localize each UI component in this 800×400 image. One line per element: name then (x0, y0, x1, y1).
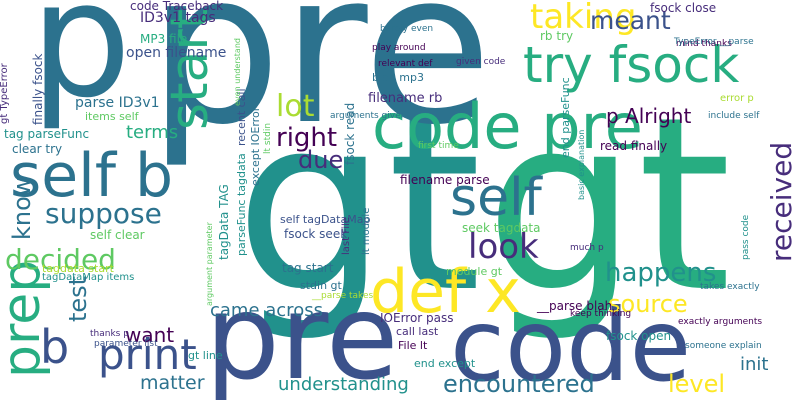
cloud-word: taking (530, 0, 637, 37)
cloud-word: read finally (600, 139, 668, 153)
cloud-word: suppose (45, 197, 162, 230)
cloud-word: received (765, 141, 798, 262)
cloud-word: fsock seek (284, 227, 348, 241)
cloud-word: fsock open (606, 329, 672, 343)
cloud-word: items self (85, 110, 139, 123)
cloud-word: decided (5, 243, 116, 276)
cloud-word: except IOError (249, 106, 262, 186)
cloud-word: pre (205, 268, 399, 400)
cloud-word: argument parameter (205, 222, 214, 306)
cloud-word: MP3 file (140, 32, 188, 46)
cloud-word: due (298, 146, 344, 174)
cloud-word: finally fsock (31, 53, 45, 125)
cloud-word: exactly arguments (678, 317, 763, 327)
cloud-word: pre (148, 0, 493, 171)
cloud-word: clear try (12, 142, 63, 156)
cloud-word: know (8, 176, 36, 240)
cloud-word: lot (276, 89, 315, 124)
cloud-word: p Alright (606, 104, 692, 128)
cloud-word: error p (720, 93, 754, 104)
cloud-word: seek tagdata (462, 221, 541, 235)
cloud-word: try fsock (523, 36, 740, 94)
cloud-word: stdin gt (300, 279, 342, 292)
cloud-word: takes exactly (700, 282, 760, 292)
cloud-word: right (276, 123, 338, 153)
cloud-word: code (450, 287, 692, 400)
cloud-word: end except (414, 357, 476, 370)
cloud-word: meant (590, 6, 671, 35)
cloud-word: terms (126, 122, 179, 143)
cloud-word: level (668, 370, 726, 398)
cloud-word: b (40, 320, 70, 374)
cloud-word: barely even (380, 24, 434, 34)
cloud-word: module gt (446, 265, 503, 278)
cloud-word: tagData TAG (217, 184, 231, 260)
cloud-word: self (450, 168, 542, 228)
cloud-word: open filename (126, 45, 227, 61)
cloud-word: fsock close (650, 1, 717, 15)
cloud-word: parameter list (94, 339, 158, 349)
cloud-word: mind thanks (676, 39, 732, 49)
cloud-word: thanks p (90, 329, 129, 339)
cloud-word: gt line (188, 349, 223, 362)
cloud-word: source (608, 290, 688, 318)
cloud-word: keep thinking (570, 309, 632, 319)
cloud-word: init (740, 354, 769, 375)
cloud-word: parseFunc tagdata (235, 153, 248, 256)
cloud-word: self tagDataMap (280, 213, 371, 226)
cloud-word: lt stdin (263, 122, 273, 154)
cloud-word: end parseFunc (559, 77, 572, 158)
cloud-word: print (98, 330, 197, 379)
cloud-word: came across (210, 300, 323, 321)
cloud-word: File lt (398, 339, 428, 352)
cloud-word: self clear (90, 228, 145, 242)
cloud-word: happens (605, 258, 717, 288)
cloud-word: blah mp3 (372, 71, 424, 84)
cloud-word: parse ID3v1 (75, 95, 160, 111)
cloud-word: someone explain (685, 341, 762, 351)
cloud-word: def x (370, 257, 521, 327)
cloud-word: TypeError __parse (674, 37, 754, 47)
cloud-word: arguments given (330, 111, 407, 121)
cloud-word: much p (570, 243, 604, 253)
cloud-word: encountered (443, 370, 595, 398)
cloud-word: __parse blah (537, 299, 613, 313)
cloud-word: code pre (372, 90, 643, 163)
cloud-word: code Traceback (130, 0, 224, 13)
cloud-word: p (30, 0, 132, 133)
cloud-word: gt TypeError (0, 63, 10, 124)
cloud-word: even understand (233, 38, 242, 106)
cloud-word: basic explanation (577, 129, 586, 200)
cloud-word: gt (485, 65, 732, 345)
cloud-word: IOError pass (380, 311, 454, 325)
cloud-word: filename rb (368, 91, 443, 106)
cloud-word: __parse takes (312, 291, 374, 301)
cloud-word: matter (140, 372, 205, 394)
cloud-word: given code (456, 57, 506, 67)
cloud-word: rb try (540, 29, 574, 43)
cloud-word: play around (372, 43, 426, 53)
cloud-word: call last (396, 325, 439, 338)
cloud-word: lt module (361, 207, 372, 255)
cloud-word: include self (708, 111, 760, 121)
cloud-word: tag start (282, 261, 334, 275)
cloud-word: relevant def (378, 59, 433, 69)
cloud-word: tag parseFunc (4, 127, 90, 141)
cloud-word: gt (235, 65, 482, 345)
cloud-word: ID3v1 tags (140, 10, 216, 26)
cloud-word: look (468, 227, 539, 267)
cloud-word: filename parse (400, 173, 490, 187)
cloud-word: tagDataMap items (42, 272, 135, 283)
cloud-word: tagdata start (42, 262, 114, 275)
cloud-word: last File (341, 217, 352, 255)
cloud-word: self b (10, 141, 174, 211)
cloud-word: pass code (741, 214, 751, 260)
cloud-word: understanding (278, 374, 409, 395)
cloud-word: want (125, 323, 175, 347)
cloud-word: first time (418, 141, 459, 151)
